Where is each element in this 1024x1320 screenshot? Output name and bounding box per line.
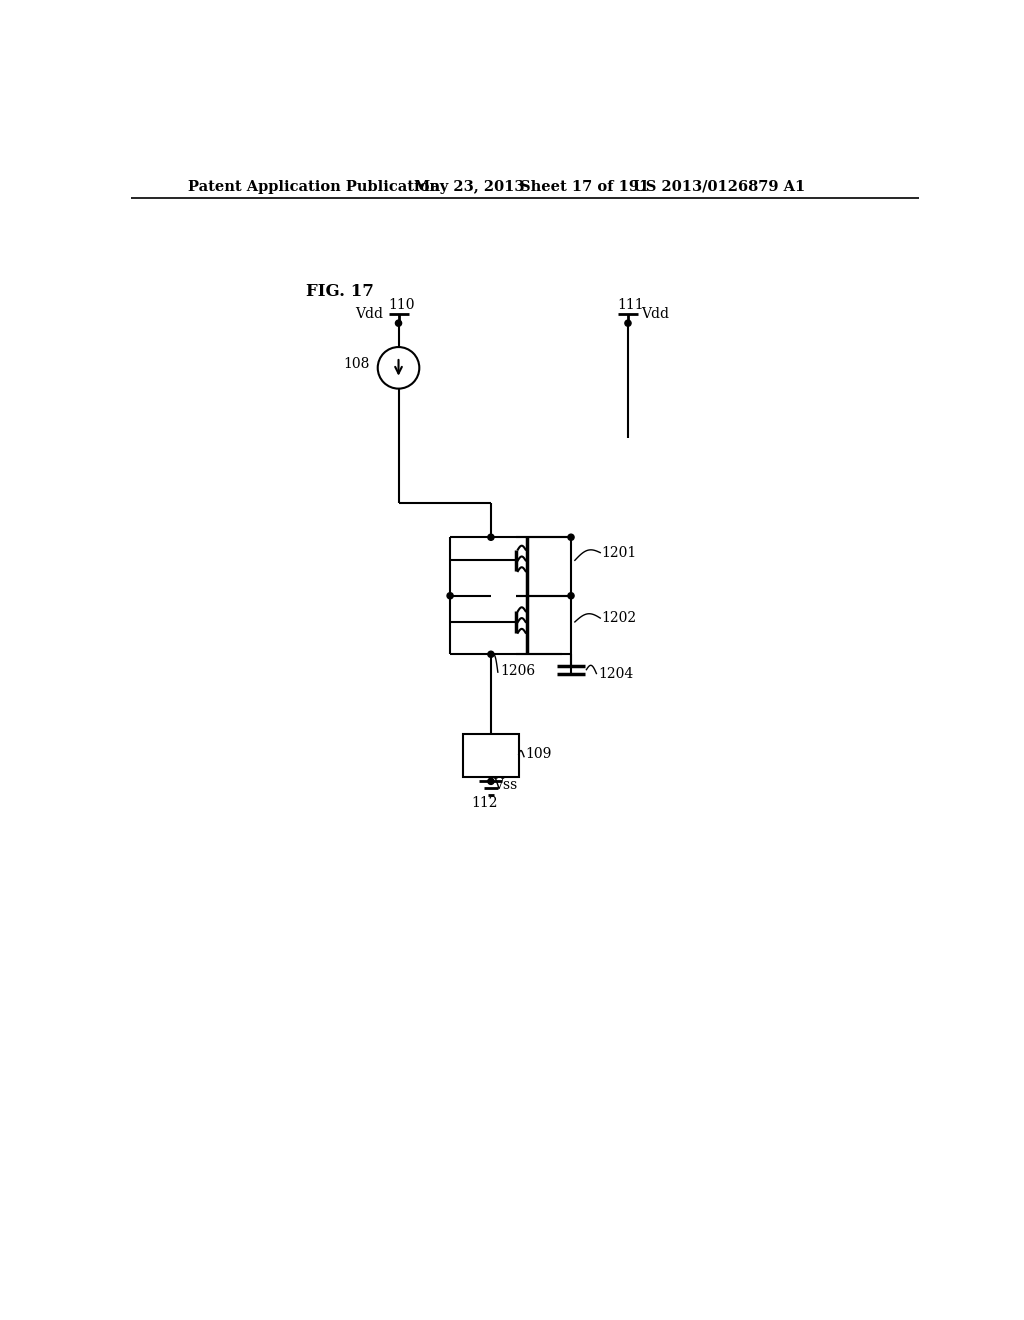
Text: Patent Application Publication: Patent Application Publication [188, 180, 440, 194]
Text: 1204: 1204 [598, 667, 633, 681]
Circle shape [625, 321, 631, 326]
Text: 1202: 1202 [602, 611, 637, 626]
Text: 1206: 1206 [500, 664, 536, 678]
Circle shape [568, 593, 574, 599]
Text: US 2013/0126879 A1: US 2013/0126879 A1 [633, 180, 805, 194]
Circle shape [487, 535, 494, 540]
Text: May 23, 2013: May 23, 2013 [414, 180, 524, 194]
Circle shape [568, 535, 574, 540]
Text: Vdd: Vdd [641, 308, 669, 321]
Text: 111: 111 [617, 298, 644, 312]
Text: Sheet 17 of 191: Sheet 17 of 191 [520, 180, 649, 194]
Text: Vdd: Vdd [355, 308, 383, 321]
Text: 110: 110 [388, 298, 415, 312]
Circle shape [487, 779, 494, 784]
Text: Vss: Vss [494, 779, 517, 792]
Text: 108: 108 [343, 356, 370, 371]
Text: FIG. 17: FIG. 17 [306, 282, 374, 300]
Circle shape [395, 321, 401, 326]
Circle shape [447, 593, 454, 599]
Text: 109: 109 [525, 747, 552, 762]
Text: 112: 112 [471, 796, 498, 810]
Text: 1201: 1201 [602, 545, 637, 560]
Bar [463, 734, 518, 777]
Circle shape [487, 651, 494, 657]
